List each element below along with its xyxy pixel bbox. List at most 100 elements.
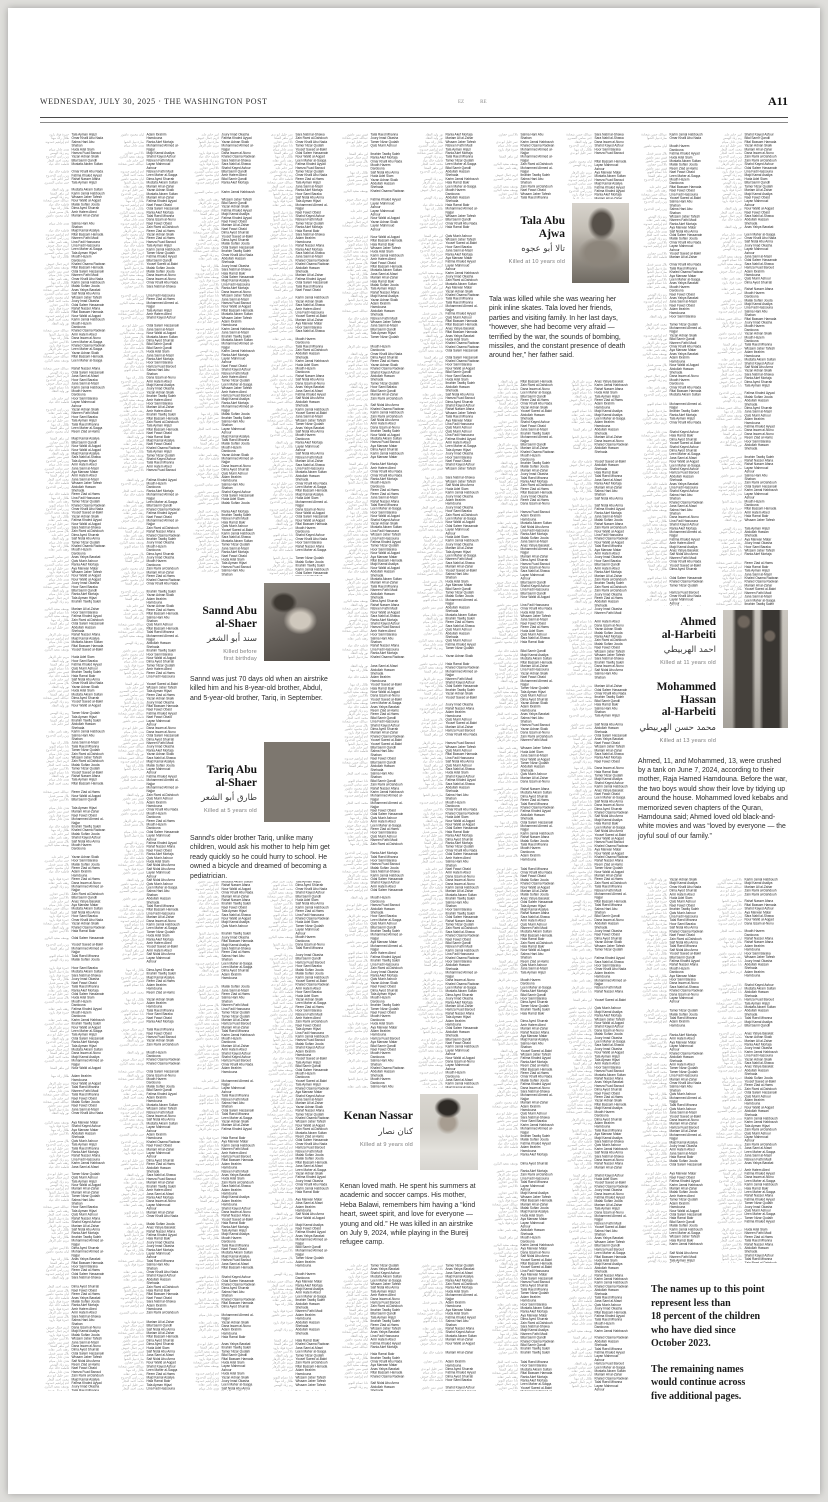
name-english: Wissam Jaber Tafesh [71, 1337, 102, 1341]
name-english: Fatima Khaled Ayyad [146, 841, 177, 846]
name-arabic: قيس منير عاشور [271, 1157, 293, 1161]
name-english: Nisreen Fathi Madi [295, 1149, 323, 1154]
name-english: Mariam Ali al-Zahar [370, 731, 399, 735]
name-arabic: آدم إبراهيم حمدونة [344, 734, 368, 739]
name-english: Rania Akef Mortaja [71, 563, 99, 567]
name-arabic: بلال سمير قنديل [272, 310, 293, 315]
name-entry: دانا عصام النونو Dana Issam al-Nunu [190, 290, 256, 294]
name-entry: رهف ناصر عفانةSalma Hani Abu Shaban [339, 1085, 405, 1088]
name-arabic: مريم علي الزهار [123, 1035, 144, 1040]
name-arabic: أمير حاتم عابد [201, 1079, 219, 1083]
name-english: Moath Hazem Dardouna [71, 1010, 92, 1019]
name-english: Talal Raed Mhanna [146, 904, 175, 908]
name-english: Shahd Kayed Asfour [146, 316, 176, 320]
name-english: Fatima Khaled Ayyad [295, 1175, 326, 1180]
name-english: Malak Sufian Jouda [71, 202, 100, 207]
name-arabic: محمد أحمد النجار [346, 507, 368, 511]
name-arabic: عمر خليل أبو ندى [46, 566, 69, 571]
name-arabic: زين رامي الدحدوح [195, 1375, 219, 1380]
name-english: Jana Sami al-Masri [71, 1340, 99, 1345]
name-arabic: مريم علي الزهار [48, 1311, 69, 1315]
name-entry: هدى عادل صيام Tala Ayman Hijazi [40, 778, 106, 782]
name-english: Zain Rami al-Dahdouh [370, 842, 403, 846]
name-arabic: طلال رائد مهنا [126, 327, 144, 332]
name-arabic: هدى عادل صيام [348, 367, 368, 371]
name-english: Joury Imad Okasha [221, 1379, 250, 1384]
name-english: Majd Kamal Asaliya [146, 975, 175, 980]
name-arabic: ليان محمود عاشور [195, 334, 219, 339]
name-english: Mohammed Ahmed al-Najjar [295, 1249, 328, 1257]
name-arabic: مريم علي الزهار [347, 324, 368, 328]
name-arabic: فاطمة خالد عياد [48, 1198, 69, 1202]
name-arabic: فاطمة خالد عياد [347, 1036, 368, 1041]
name-entry: فاطمة خالد عياد Hamza Fuad Baroud [115, 365, 181, 369]
name-arabic: عمر خليل أبو ندى [270, 133, 293, 137]
name-entry: مريم علي الزهار Hamza Fuad Baroud [190, 301, 256, 305]
name-entry: دانا عصام النونو Karim Jamal Habboush [190, 1144, 256, 1148]
name-entry: عبدالله حسن شحادة Lina Fadi Hassouna [339, 720, 405, 724]
name-entry: زين رامي الدحدوح Qais Munir Ashour [339, 978, 405, 982]
name-entry: مريم علي الزهار Salma Hani Abu Shaban [339, 1059, 405, 1066]
name-english: Aya Marwan Matar [370, 1040, 398, 1045]
name-entry: طلال رائد مهنا Saif Nidal Abu Amra [264, 430, 330, 434]
name-entry: تالا أيمن حجازي Hala Ramzi Bakr [40, 929, 106, 933]
name-english: Fatima Khaled Ayyad [146, 478, 177, 482]
name-arabic: قيس منير عاشور [346, 988, 368, 993]
name-entry: نور وليد العقاد Mustafa Akram Sultan [40, 188, 106, 192]
name-english: Rahaf Nasser Afana [370, 644, 400, 648]
name-entry: قيس منير عاشور Jana Sami al-Masri [40, 1341, 106, 1345]
name-english: Saif Nidal Abu Amra [146, 1357, 175, 1361]
name-arabic: مريم علي الزهار [48, 633, 69, 637]
name-entry: قيس منير عاشور Amir Hatem Abed [190, 1048, 256, 1052]
name-entry: طلال رائد مهنا Dima Ayed Shurrab [115, 969, 181, 973]
name-arabic: طلال رائد مهنا [51, 255, 69, 259]
name-entry: هدى عادل صيام Amir Hatem Abed [40, 463, 106, 467]
name-arabic: نور وليد العقاد [275, 518, 293, 523]
name-entry: مريم علي الزهار Moath Hazem Dardouna [339, 1052, 405, 1059]
name-english: Layan Mahmoud Ashour [370, 224, 395, 232]
name-english: Malak Sufian Jouda [146, 270, 175, 274]
name-english: Hoor Sami Baraka [370, 633, 397, 637]
name-english: Leen Maher al-Saqqa [146, 885, 178, 890]
name-english: Leen Maher al-Saqqa [295, 1001, 327, 1006]
name-english: Amir Hatem Abed [370, 422, 396, 426]
name-entry: ليان محمود عاشور Adam Ibrahim Hamdouna [339, 1030, 405, 1037]
name-english: Zain Rami al-Dahdouh [146, 526, 179, 530]
name-arabic: تالا أيمن حجازي [124, 262, 144, 267]
name-english: Majd Kamal Asaliya [221, 1254, 250, 1259]
name-english: Yazan Adnan Skaik [295, 299, 323, 304]
name-english: Tala Ayman Hijazi [146, 450, 172, 454]
name-arabic: رهف ناصر عفانة [198, 1011, 219, 1015]
name-entry: نور وليد العقاد Odai Salem Hassanain [40, 1037, 106, 1041]
name-entry: آدم إبراهيم حمدونة Yazan Adnan Skaik [264, 1172, 330, 1176]
name-english: Joury Imad Okasha [146, 745, 175, 749]
name-english: Sara Nabil al-Shawa [370, 614, 400, 619]
name-entry: بلال سمير قنديل Dima Ayed Shurrab [190, 1305, 256, 1309]
name-english: Huda Adel Siam [221, 1372, 245, 1376]
name-entry: دانا عصام النونو Wissam Jaber Tafesh [264, 1376, 330, 1380]
name-entry: يوسف سعيد البكري Rital Bassam Hamada [40, 266, 106, 270]
name-entry: عمر خليل أبو ندى Talal Raed Mhanna [40, 1147, 106, 1151]
name-entry: زين رامي الدحدوح Ibrahim Tawfiq Saleh [115, 590, 181, 594]
name-arabic: طلال رائد مهنا [350, 510, 368, 515]
name-english: Aya Marwan Matar [370, 455, 398, 459]
name-entry: زين رامي الدحدوح Yazan Adnan Skaik [40, 155, 106, 159]
name-entry: زين رامي الدحدوح Yousef Saeed al-Bakri [339, 739, 405, 743]
name-entry: محمد أحمد النجار Omar Khalil Abu Nada [264, 887, 330, 891]
name-entry: قيس منير عاشور Dima Ayed Shurrab [115, 1339, 181, 1343]
name-entry: قيس منير عاشور Odai Salem Hassanain [40, 270, 106, 274]
name-english: Hamza Fuad Baroud [221, 1154, 251, 1159]
name-arabic: ريم زياد الهمص [49, 1183, 69, 1188]
name-arabic: محمد أحمد النجار [47, 1213, 69, 1217]
name-entry: هدى عادل صيام Tamer Nizar Qudaih [40, 541, 106, 545]
name-arabic: زين رامي الدحدوح [269, 221, 293, 226]
name-arabic: محمد أحمد النجار [346, 610, 368, 615]
name-english: Rania Akef Mortaja [370, 477, 398, 482]
name-english: Tamer Nizar Qudaih [295, 170, 324, 174]
name-arabic: آدم إبراهيم حمدونة [195, 1372, 219, 1376]
name-arabic: ريم زياد الهمص [273, 162, 293, 167]
name-entry: دانا عصام النونو Mariam Ali al-Zahar [115, 406, 181, 410]
name-arabic: طلال رائد مهنا [350, 996, 368, 1000]
name-entry: ريم زياد الهمص Yazan Adnan Skaik [115, 697, 181, 701]
name-entry: هدى عادل صيام Rania Akef Mortaja [40, 593, 106, 597]
